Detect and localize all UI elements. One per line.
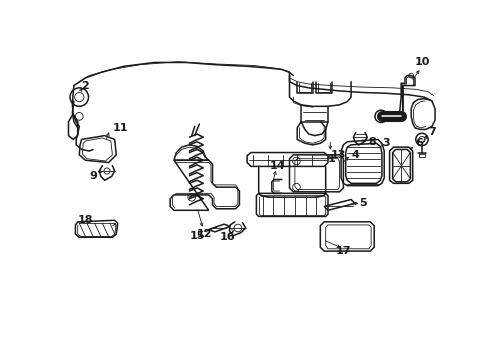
Text: 8: 8 bbox=[367, 137, 375, 147]
Text: 12: 12 bbox=[197, 229, 212, 239]
Text: 2: 2 bbox=[81, 81, 89, 91]
Text: 13: 13 bbox=[330, 150, 345, 160]
Text: 11: 11 bbox=[112, 123, 127, 133]
Text: 5: 5 bbox=[358, 198, 366, 208]
Text: 3: 3 bbox=[381, 138, 389, 148]
Text: 1: 1 bbox=[327, 154, 335, 164]
Text: 14: 14 bbox=[269, 161, 285, 171]
Text: 10: 10 bbox=[414, 58, 429, 67]
Text: 15: 15 bbox=[189, 231, 204, 241]
Text: 9: 9 bbox=[89, 171, 97, 181]
Text: 6: 6 bbox=[414, 138, 422, 148]
Text: 17: 17 bbox=[335, 246, 350, 256]
Text: 18: 18 bbox=[78, 215, 93, 225]
Text: 16: 16 bbox=[220, 232, 235, 242]
Text: 4: 4 bbox=[350, 150, 358, 160]
Text: 7: 7 bbox=[427, 127, 435, 137]
